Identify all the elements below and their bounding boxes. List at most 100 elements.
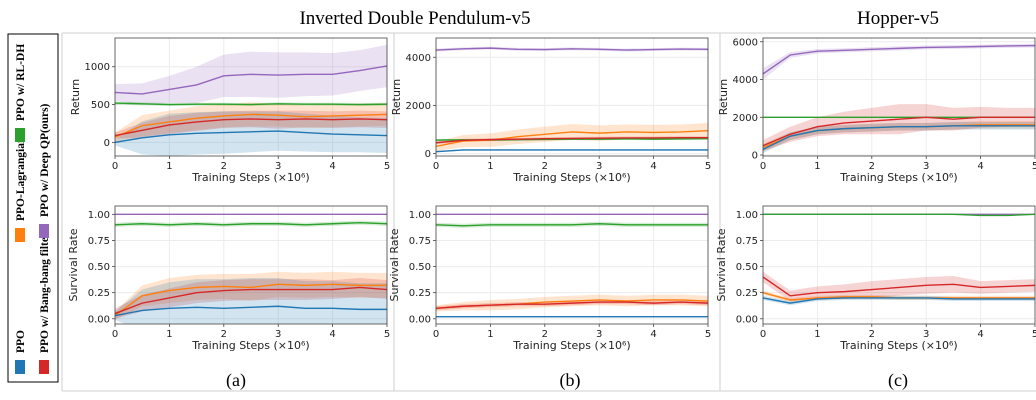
legend-frame <box>7 33 59 383</box>
x-tick-label: 5 <box>705 329 711 340</box>
panel-c-top: 0 2000 4000 6000 0 1 2 3 4 5 Training Steps (×10⁶)… <box>717 37 1036 184</box>
band-ppo-lagrangian <box>115 271 387 320</box>
x-tick-label: 4 <box>329 329 335 340</box>
y-tick-label: 1.00 <box>88 210 110 221</box>
x-tick-label: 5 <box>384 161 390 172</box>
plot-area <box>115 213 387 324</box>
y-tick-label: 2000 <box>733 113 758 124</box>
band-ppo-lagrangian <box>436 123 708 152</box>
axes-frame <box>762 205 1036 325</box>
line-ppo-w-deep-qp-ours <box>115 65 387 95</box>
x-tick-label: 5 <box>705 161 711 172</box>
y-tick-label: 0 <box>104 138 110 149</box>
band-ppo-w-bang-bang-filter <box>763 104 1035 152</box>
line-ppo-w-rl-dh <box>763 213 1035 217</box>
panel-a-bottom: 0.00 0.25 0.50 0.75 1.00 0 1 2 3 4 5 Training Steps… <box>67 205 390 352</box>
y-axis-label: Survival Rate <box>67 228 80 301</box>
x-axis-label: Training Steps (×10⁶) <box>512 339 630 352</box>
subplot-label-a: (a) <box>226 370 246 391</box>
y-tick-label: 1000 <box>85 62 110 73</box>
x-tick-label: 4 <box>650 161 656 172</box>
axes-frame <box>762 37 1036 157</box>
line-ppo <box>436 149 708 153</box>
panel-b-top: 0 2000 4000 0 1 2 3 4 5 Training Steps (×10⁶) Retu… <box>390 37 711 184</box>
x-tick-label: 3 <box>923 161 929 172</box>
x-axis-label: Training Steps (×10⁶) <box>512 171 630 184</box>
band-ppo-w-bang-bang-filter <box>115 278 387 319</box>
axes-frame <box>114 205 388 325</box>
legend-swatch-ppo-lagrangian <box>15 228 25 242</box>
band-ppo-w-bang-bang-filter <box>763 271 1035 302</box>
y-tick-label: 1.00 <box>736 210 758 221</box>
y-tick-label: 0.75 <box>409 236 431 247</box>
y-tick-label: 0 <box>752 151 758 162</box>
x-tick-label: 0 <box>760 161 766 172</box>
y-tick-label: 0.75 <box>736 236 758 247</box>
x-tick-label: 5 <box>1032 161 1036 172</box>
x-tick-label: 4 <box>977 329 983 340</box>
band-ppo-lagrangian <box>763 121 1035 152</box>
y-axis-label: Return <box>69 79 82 116</box>
y-tick-label: 0.50 <box>736 262 758 273</box>
line-ppo-w-bang-bang-filter <box>115 118 387 137</box>
y-tick-label: 1.00 <box>409 210 431 221</box>
x-tick-label: 2 <box>542 329 548 340</box>
plot-area <box>115 44 387 156</box>
x-axis-label: Training Steps (×10⁶) <box>191 171 309 184</box>
plot-area <box>436 46 708 153</box>
x-tick-label: 0 <box>433 329 439 340</box>
x-tick-label: 3 <box>596 329 602 340</box>
y-tick-label: 0.00 <box>88 314 110 325</box>
x-tick-label: 0 <box>112 161 118 172</box>
y-tick-label: 6000 <box>733 37 758 48</box>
line-ppo-w-deep-qp-ours <box>763 44 1035 75</box>
x-tick-label: 4 <box>650 329 656 340</box>
axes-frame <box>435 205 709 325</box>
legend: PPO PPO-Lagrangian PPO w/ RL-DH PPO w/ B… <box>7 33 59 383</box>
x-axis-label: Training Steps (×10⁶) <box>191 339 309 352</box>
line-ppo <box>115 130 387 144</box>
x-tick-label: 5 <box>1032 329 1036 340</box>
y-tick-label: 0.75 <box>88 236 110 247</box>
x-tick-label: 3 <box>923 329 929 340</box>
line-ppo-w-bang-bang-filter <box>763 116 1035 147</box>
legend-swatch-ppo <box>15 360 25 374</box>
x-tick-label: 3 <box>596 161 602 172</box>
line-ppo-w-deep-qp-ours <box>436 47 708 51</box>
y-tick-label: 500 <box>91 100 110 111</box>
panel-a-top: 0 500 1000 0 1 2 3 4 5 Training Steps (×10⁶) Retur… <box>69 37 390 184</box>
line-ppo <box>763 125 1035 151</box>
y-tick-label: 0.50 <box>88 262 110 273</box>
column-title-a: Inverted Double Pendulum-v5 <box>299 8 530 29</box>
x-axis-label: Training Steps (×10⁶) <box>839 339 957 352</box>
x-tick-label: 2 <box>542 161 548 172</box>
x-tick-label: 1 <box>487 329 493 340</box>
x-tick-label: 1 <box>166 329 172 340</box>
y-tick-label: 0.00 <box>409 314 431 325</box>
legend-label-ppo-deep-qp: PPO w/ Deep QP(ours) <box>39 103 51 217</box>
y-tick-label: 0.25 <box>88 288 110 299</box>
legend-swatch-ppo-rl-dh <box>15 128 25 142</box>
legend-label-ppo-bang-bang: PPO w/ Bang-bang filter <box>39 232 51 353</box>
y-axis-label: Return <box>390 79 403 116</box>
y-axis-label: Return <box>717 79 730 116</box>
line-ppo-w-rl-dh <box>115 102 387 106</box>
x-tick-label: 1 <box>814 161 820 172</box>
subplot-label-c: (c) <box>888 370 908 391</box>
x-tick-label: 1 <box>166 161 172 172</box>
x-tick-label: 3 <box>275 329 281 340</box>
plot-area <box>436 213 708 318</box>
y-tick-label: 0.00 <box>736 314 758 325</box>
legend-swatch-ppo-bang-bang <box>39 360 49 374</box>
legend-label-ppo: PPO <box>15 330 27 353</box>
line-ppo <box>115 305 387 317</box>
panel-b-bottom: 0.00 0.25 0.50 0.75 1.00 0 1 2 3 4 5 Training Steps… <box>388 205 711 352</box>
subplot-label-b: (b) <box>560 370 581 391</box>
y-tick-label: 2000 <box>406 101 431 112</box>
x-tick-label: 2 <box>221 161 227 172</box>
x-axis-label: Training Steps (×10⁶) <box>839 171 957 184</box>
band-ppo-w-deep-qp-ours <box>763 43 1035 80</box>
x-tick-label: 4 <box>977 161 983 172</box>
